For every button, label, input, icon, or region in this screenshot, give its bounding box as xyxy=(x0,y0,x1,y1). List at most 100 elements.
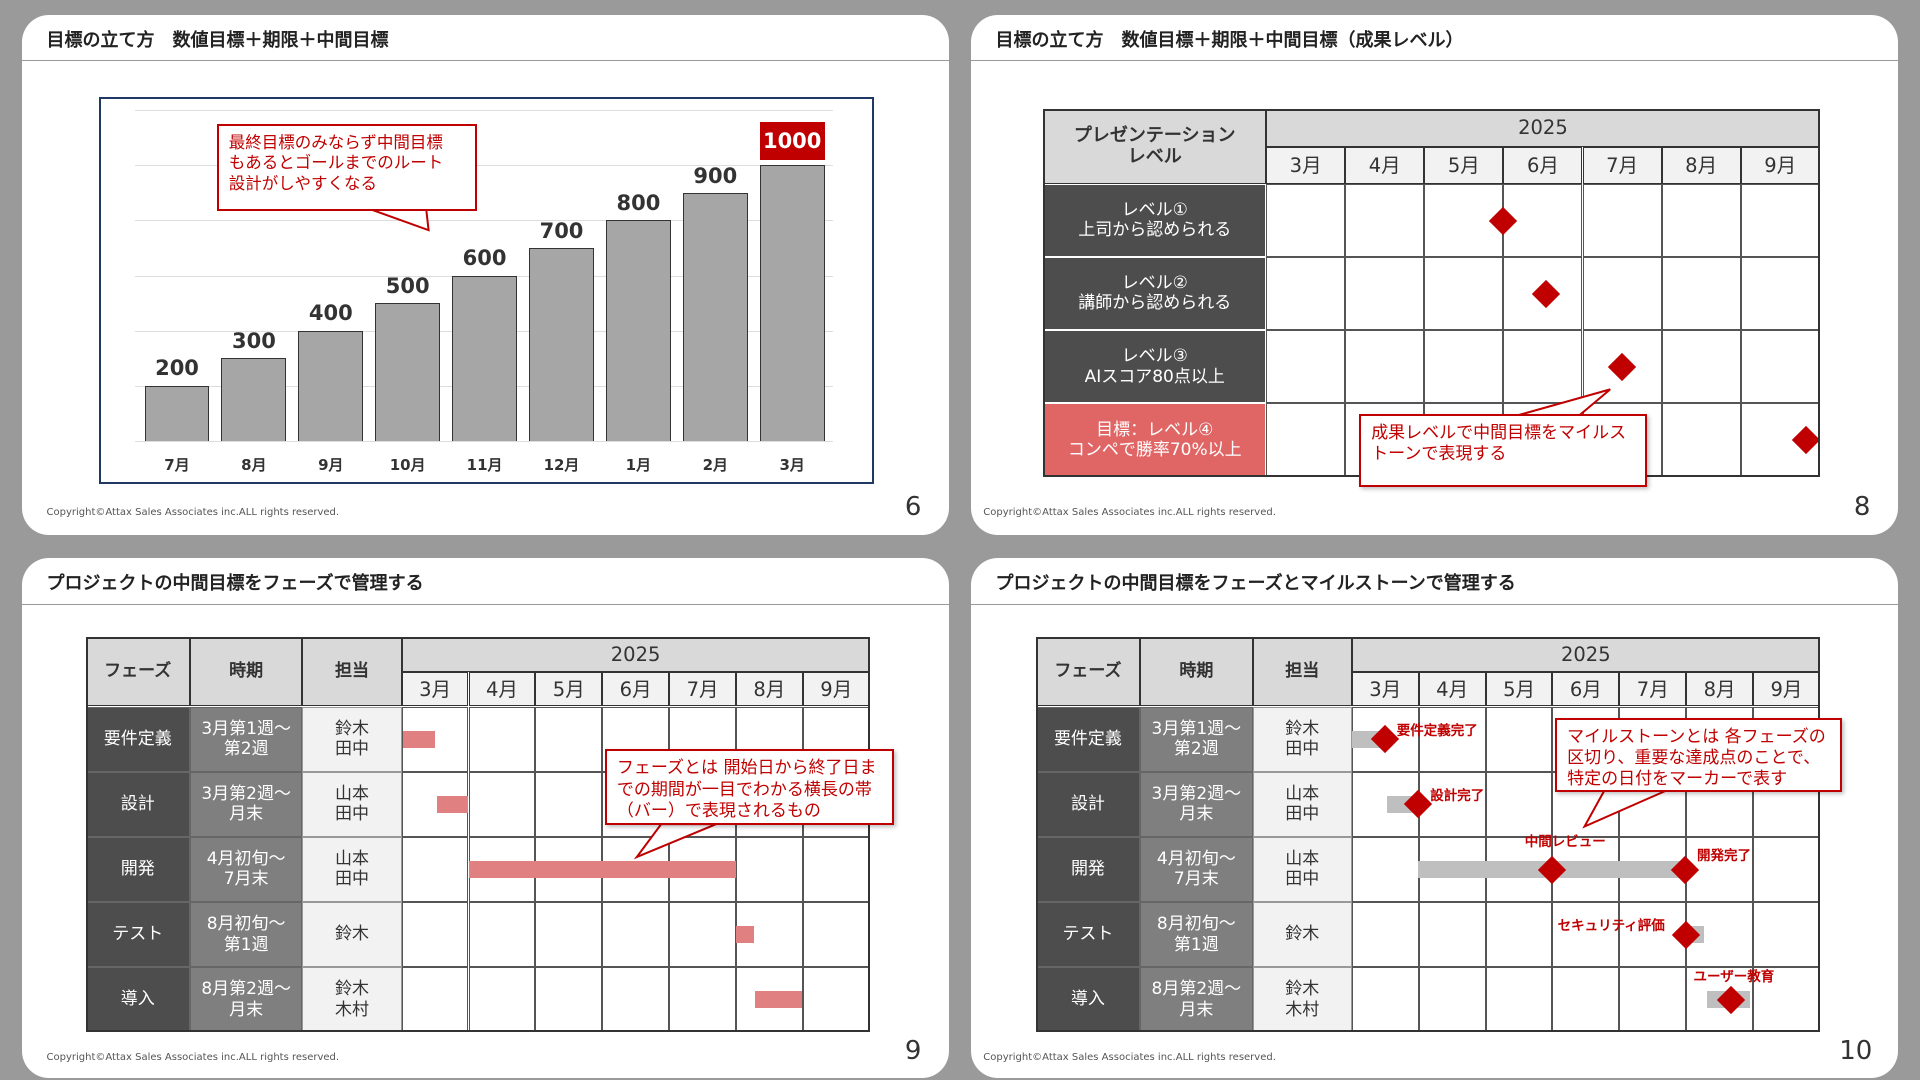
month-header: 3月 xyxy=(1266,146,1346,184)
grid-cell xyxy=(1485,706,1553,772)
grid-cell xyxy=(1661,183,1741,257)
grid-cell xyxy=(1661,256,1741,331)
phase-period: 8月初旬～ 第1週 xyxy=(189,902,303,968)
grid-cell xyxy=(1266,256,1346,331)
grid-cell xyxy=(1351,836,1419,902)
bar xyxy=(759,165,825,441)
page-number: 10 xyxy=(1839,1035,1873,1066)
grid-cell xyxy=(401,836,469,902)
x-tick-label: 3月 xyxy=(779,456,805,475)
x-tick-label: 10月 xyxy=(389,456,426,475)
grid-cell xyxy=(1418,706,1486,772)
phase-owner: 鈴木 木村 xyxy=(302,967,402,1033)
grid-cell xyxy=(1552,902,1620,968)
bar xyxy=(221,358,287,441)
column-header: 時期 xyxy=(189,636,303,707)
data-label: 700 xyxy=(539,218,584,243)
month-header: 4月 xyxy=(1345,146,1425,184)
grid-cell xyxy=(1503,330,1583,404)
phase-period: 3月第1週～ 第2週 xyxy=(189,706,303,772)
milestone-label: 要件定義完了 xyxy=(1396,722,1478,739)
grid-cell xyxy=(535,902,603,968)
title-divider xyxy=(971,603,1898,605)
column-header: フェーズ xyxy=(85,636,190,707)
milestone-label: 開発完了 xyxy=(1697,848,1751,865)
phase-bar xyxy=(403,730,436,748)
month-header: 7月 xyxy=(1619,672,1687,707)
phase-bar xyxy=(755,991,803,1009)
data-label: 500 xyxy=(385,273,430,298)
grid-cell xyxy=(468,902,536,968)
month-header: 8月 xyxy=(1686,672,1753,707)
grid-cell xyxy=(1619,967,1687,1033)
grid-cell xyxy=(1740,183,1820,257)
column-header: フェーズ xyxy=(1035,636,1140,707)
data-label: 200 xyxy=(155,356,199,381)
x-tick-label: 7月 xyxy=(164,456,190,475)
column-header: 時期 xyxy=(1140,636,1253,707)
phase-name: 設計 xyxy=(1035,771,1140,837)
title-divider xyxy=(22,60,949,61)
phase-name: 要件定義 xyxy=(1035,706,1140,772)
grid-cell xyxy=(1661,403,1741,477)
bar xyxy=(452,275,517,441)
month-header: 8月 xyxy=(1661,146,1741,184)
milestone-label: 設計完了 xyxy=(1430,787,1485,804)
grid-cell xyxy=(1266,403,1346,477)
grid-cell xyxy=(535,706,603,772)
grid-cell xyxy=(401,902,469,968)
grid-cell xyxy=(1485,902,1553,968)
grid-cell xyxy=(1582,330,1662,404)
copyright: Copyright©Attax Sales Associates inc.ALL… xyxy=(983,1051,1276,1063)
month-header: 7月 xyxy=(669,672,736,707)
phase-period: 8月第2週～ 月末 xyxy=(1140,967,1253,1033)
phase-owner: 鈴木 木村 xyxy=(1252,967,1352,1033)
month-header: 7月 xyxy=(1582,146,1662,184)
phase-owner: 鈴木 xyxy=(302,902,402,968)
phase-owner: 鈴木 xyxy=(1252,902,1352,968)
phase-name: 開発 xyxy=(85,836,190,902)
page-number: 8 xyxy=(1853,492,1871,523)
phase-name: 開発 xyxy=(1035,836,1140,902)
bar xyxy=(144,385,210,441)
phase-owner: 山本 田中 xyxy=(302,836,402,902)
copyright: Copyright©Attax Sales Associates inc.ALL… xyxy=(983,506,1276,518)
phase-period: 4月初旬～ 7月末 xyxy=(189,836,303,902)
milestone-label: セキュリティ評価 xyxy=(1557,918,1665,935)
slide-title: プロジェクトの中間目標をフェーズで管理する xyxy=(46,573,424,595)
grid-cell xyxy=(535,967,603,1033)
grid-cell xyxy=(1582,256,1662,331)
grid-cell xyxy=(802,967,870,1033)
phase-period: 3月第2週～ 月末 xyxy=(189,771,303,837)
month-header: 8月 xyxy=(735,672,803,707)
callout-note: フェーズとは 開始日から終了日ま での期間が一目でわかる横長の帯 （バー）で表現… xyxy=(604,749,894,826)
data-label: 900 xyxy=(693,163,738,188)
x-tick-label: 8月 xyxy=(241,456,267,475)
phase-bar xyxy=(437,795,468,813)
grid-cell xyxy=(669,967,736,1033)
grid-cell xyxy=(1266,183,1346,257)
grid-cell xyxy=(1753,902,1820,968)
copyright: Copyright©Attax Sales Associates inc.ALL… xyxy=(46,1051,340,1063)
phase-name: 導入 xyxy=(85,967,190,1033)
grid-cell xyxy=(1345,183,1425,257)
title-divider xyxy=(22,603,949,605)
grid-cell xyxy=(1424,330,1504,404)
phase-period: 3月第2週～ 月末 xyxy=(1140,771,1253,837)
column-header: 担当 xyxy=(302,636,402,707)
month-header: 6月 xyxy=(1552,672,1620,707)
grid-cell xyxy=(468,706,536,772)
bar xyxy=(298,330,364,441)
month-header: 4月 xyxy=(468,672,536,707)
gridline xyxy=(134,110,833,112)
bar xyxy=(605,220,671,441)
month-header: 6月 xyxy=(1503,146,1583,184)
bar xyxy=(529,248,594,441)
grid-cell xyxy=(1345,330,1425,404)
phase-owner: 山本 田中 xyxy=(302,771,402,837)
grid-cell xyxy=(602,902,670,968)
grid-cell xyxy=(1351,967,1419,1033)
grid-cell xyxy=(1661,330,1741,404)
phase-period: 8月初旬～ 第1週 xyxy=(1140,902,1253,968)
